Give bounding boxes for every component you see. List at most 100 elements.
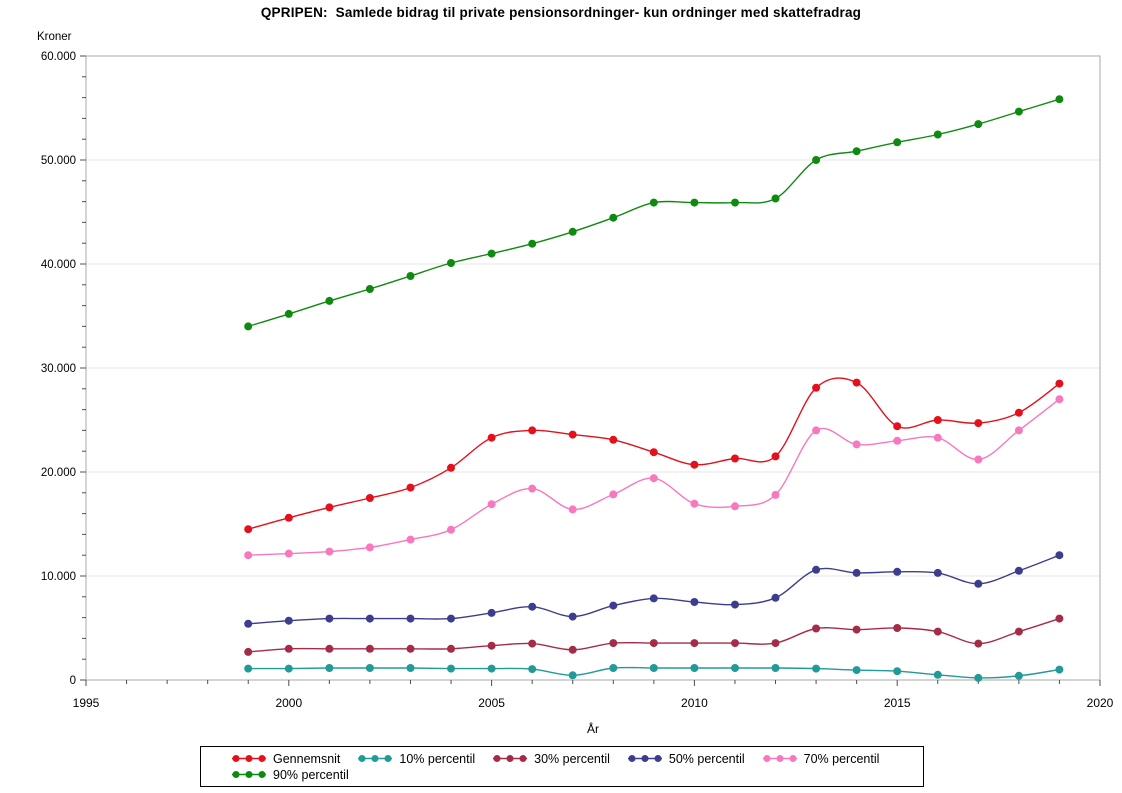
data-point-90-percentil	[974, 120, 983, 129]
data-point-30-percentil	[649, 639, 658, 648]
data-point-gennemsnit	[771, 452, 780, 461]
data-point-10-percentil	[284, 664, 293, 673]
data-point-gennemsnit	[1055, 379, 1064, 388]
data-point-gennemsnit	[933, 416, 942, 424]
data-point-10-percentil	[690, 664, 699, 672]
data-point-50-percentil	[365, 614, 374, 623]
data-point-70-percentil	[284, 549, 293, 558]
data-point-70-percentil	[487, 500, 496, 509]
series-line-50-percentil	[248, 554, 1060, 625]
data-point-70-percentil	[690, 499, 699, 508]
legend-marker-icon	[493, 755, 528, 762]
chart-svg: 0 10.000 20.000 30.000 40.000 50.000 60.000 199…	[41, 51, 1114, 710]
legend-item: 30% percentil	[492, 751, 610, 766]
data-point-30-percentil	[528, 639, 537, 648]
data-point-gennemsnit	[690, 460, 699, 469]
data-point-10-percentil	[568, 671, 577, 680]
data-point-10-percentil	[852, 666, 861, 675]
data-point-30-percentil	[365, 644, 374, 653]
data-point-30-percentil	[771, 639, 780, 648]
chart-title: QPRIPEN: Samlede bidrag til private pens…	[260, 5, 862, 20]
data-point-90-percentil	[609, 213, 618, 222]
data-point-10-percentil	[365, 664, 374, 672]
data-point-30-percentil	[731, 639, 739, 648]
data-point-10-percentil	[487, 664, 496, 673]
data-point-30-percentil	[325, 644, 334, 653]
data-point-50-percentil	[609, 601, 618, 610]
data-point-10-percentil	[893, 667, 902, 676]
data-point-70-percentil	[1055, 395, 1064, 404]
x-axis-title: År	[587, 722, 599, 736]
data-point-10-percentil	[771, 664, 780, 672]
data-point-90-percentil	[487, 249, 496, 258]
x-axis: 1995 2000 2005 2010 2015 2020	[73, 680, 1114, 710]
data-point-gennemsnit	[487, 433, 496, 442]
data-point-30-percentil	[447, 644, 455, 653]
data-point-gennemsnit	[609, 435, 618, 444]
data-point-30-percentil	[284, 644, 293, 653]
data-point-10-percentil	[447, 664, 455, 673]
series-90-percentil	[244, 95, 1064, 331]
data-point-50-percentil	[487, 608, 496, 617]
data-point-gennemsnit	[812, 383, 821, 392]
data-point-gennemsnit	[649, 448, 658, 457]
legend-item: 70% percentil	[762, 751, 879, 766]
data-point-70-percentil	[974, 455, 983, 464]
data-point-gennemsnit	[406, 483, 415, 492]
data-point-70-percentil	[933, 433, 942, 442]
y-axis: 0 10.000 20.000 30.000 40.000 50.000 60.000	[41, 51, 86, 687]
data-point-30-percentil	[1055, 614, 1064, 623]
data-point-70-percentil	[609, 490, 618, 499]
legend-item: 50% percentil	[627, 751, 745, 766]
data-point-gennemsnit	[731, 454, 739, 463]
data-point-90-percentil	[1014, 107, 1023, 116]
data-point-30-percentil	[974, 639, 983, 648]
legend-item-label: 50% percentil	[668, 751, 745, 766]
x-tick-label: 2010	[681, 696, 708, 710]
data-point-70-percentil	[325, 547, 334, 556]
data-point-10-percentil	[974, 673, 983, 682]
data-point-50-percentil	[933, 568, 942, 577]
data-point-30-percentil	[1014, 627, 1023, 636]
data-point-30-percentil	[812, 624, 821, 633]
data-point-70-percentil	[812, 426, 821, 435]
data-point-10-percentil	[325, 664, 334, 672]
data-point-10-percentil	[1014, 671, 1023, 680]
data-point-70-percentil	[244, 551, 253, 560]
data-point-70-percentil	[447, 525, 455, 534]
data-point-70-percentil	[771, 490, 780, 499]
data-point-90-percentil	[1055, 95, 1064, 104]
data-point-50-percentil	[406, 614, 415, 623]
y-tick-label: 10.000	[41, 571, 76, 583]
legend-marker-icon	[627, 755, 662, 762]
data-point-30-percentil	[609, 639, 618, 648]
data-point-50-percentil	[893, 567, 902, 576]
data-point-gennemsnit	[325, 503, 334, 512]
y-gridlines	[86, 55, 1100, 577]
data-point-30-percentil	[893, 624, 902, 632]
legend-marker-icon	[762, 755, 797, 762]
data-point-10-percentil	[731, 664, 739, 672]
data-point-gennemsnit	[1014, 408, 1023, 417]
data-point-70-percentil	[1014, 426, 1023, 435]
data-point-50-percentil	[568, 612, 577, 621]
data-point-10-percentil	[812, 664, 821, 673]
data-point-90-percentil	[852, 147, 861, 156]
series-gennemsnit	[244, 377, 1064, 534]
data-point-50-percentil	[812, 565, 821, 574]
y-tick-label: 60.000	[41, 51, 76, 63]
series-10-percentil	[244, 664, 1064, 682]
data-point-50-percentil	[447, 614, 455, 623]
legend-item-label: 30% percentil	[534, 751, 610, 766]
data-point-70-percentil	[731, 502, 739, 511]
data-point-10-percentil	[528, 665, 537, 674]
data-point-50-percentil	[974, 579, 983, 588]
legend-item: Gennemsnit	[231, 751, 340, 766]
legend-item-label: Gennemsnit	[273, 751, 341, 766]
data-point-90-percentil	[893, 138, 902, 147]
data-point-50-percentil	[690, 598, 699, 606]
legend-marker-icon	[232, 771, 266, 778]
legend-item-label: 10% percentil	[399, 751, 476, 766]
data-point-50-percentil	[852, 568, 861, 577]
data-point-gennemsnit	[568, 430, 577, 439]
